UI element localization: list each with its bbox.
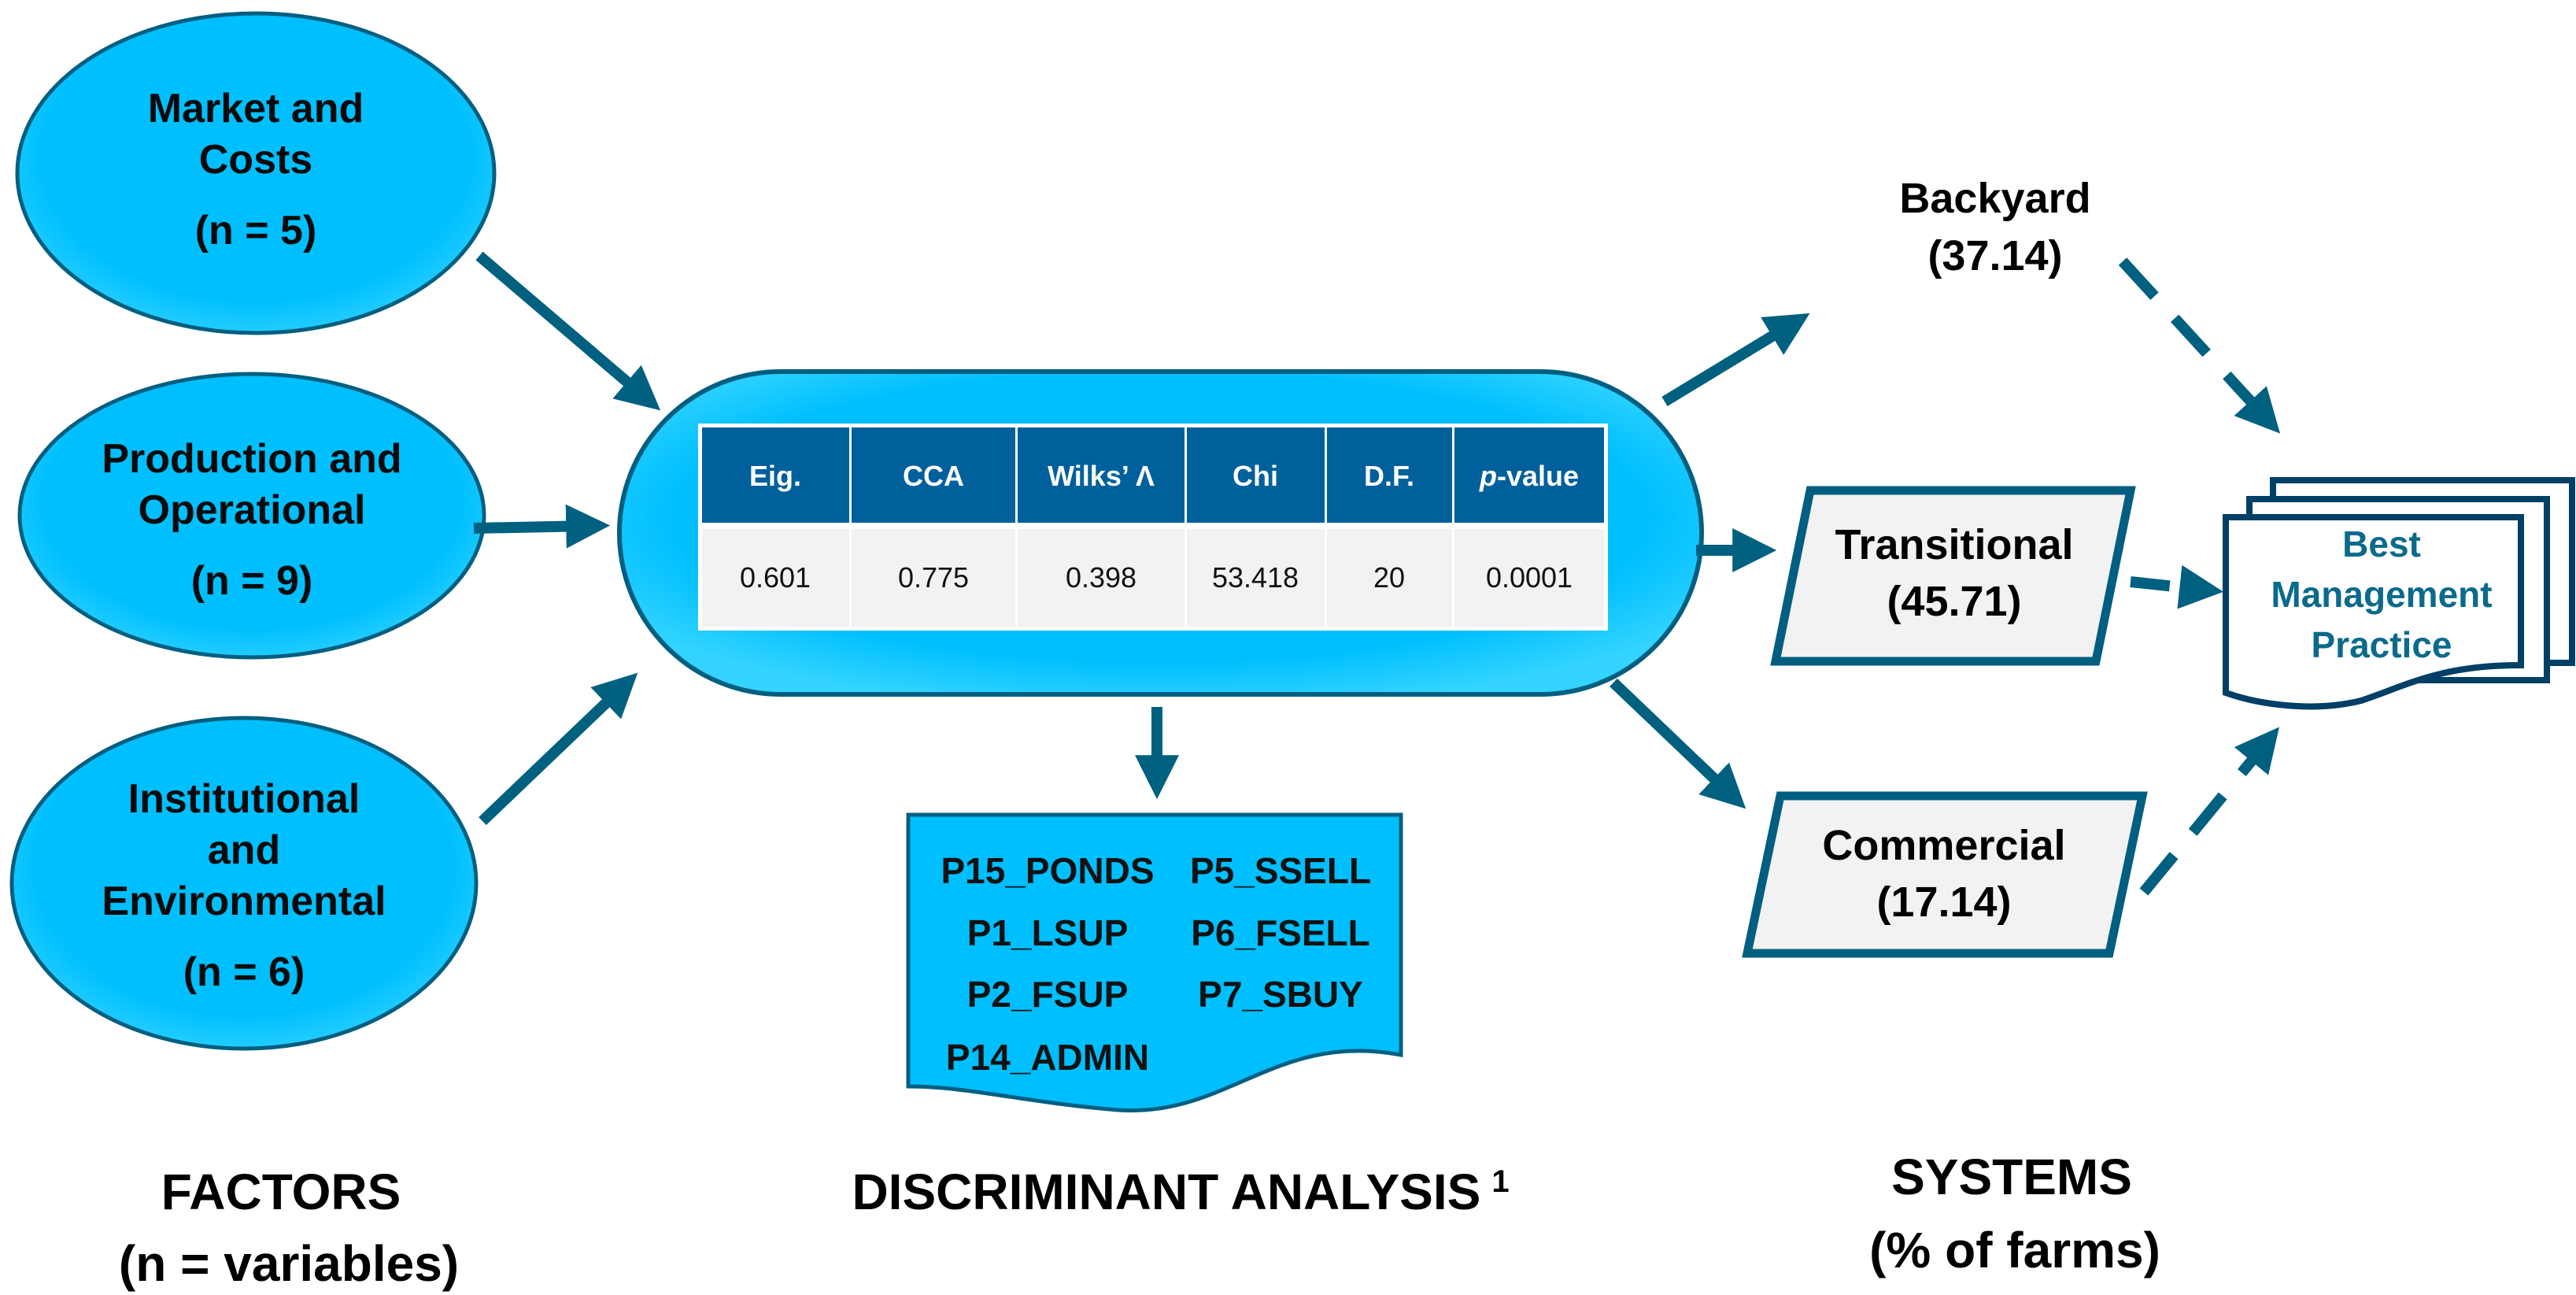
arrow-production-to-da: [473, 504, 611, 549]
arrow-backyard-to-bmp: [2118, 257, 2281, 434]
svg-text:Best: Best: [2342, 524, 2421, 564]
svg-text:(17.14): (17.14): [1876, 879, 2011, 926]
factors-label: FACTORS: [161, 1164, 401, 1220]
variable: P7_SBUY: [1198, 974, 1363, 1015]
systems-label: SYSTEMS: [1891, 1149, 2132, 1205]
variable: P1_LSUP: [967, 912, 1129, 953]
svg-text:Environmental: Environmental: [102, 879, 386, 924]
variable: P6_FSELL: [1191, 912, 1370, 953]
svg-text:Market and: Market and: [148, 86, 364, 131]
system-transitional: Transitional (45.71): [1770, 486, 2136, 666]
discriminant-analysis-box: Eig. CCA Wilks’ Λ Chi D.F. p-value 0.601…: [617, 369, 1704, 697]
svg-text:(45.71): (45.71): [1887, 578, 2021, 625]
svg-text:Backyard: Backyard: [1899, 175, 2090, 222]
discriminant-analysis-label: DISCRIMINANT ANALYSIS 1: [852, 1164, 1509, 1220]
variable: P5_SSELL: [1190, 850, 1371, 891]
svg-text:Management: Management: [2271, 574, 2492, 615]
svg-text:Transitional: Transitional: [1835, 521, 2073, 568]
arrow-transitional-to-bmp: [2130, 564, 2224, 609]
header-p-value: p-value: [1479, 460, 1579, 492]
value-df: 20: [1373, 561, 1405, 594]
svg-text:and: and: [208, 827, 280, 873]
header-wilks: Wilks’ Λ: [1048, 460, 1155, 492]
factor-market-costs: Market and Costs (n = 5): [15, 11, 497, 335]
variable: P15_PONDS: [941, 850, 1154, 891]
factors-sublabel: (n = variables): [119, 1235, 459, 1292]
svg-text:(n = 6): (n = 6): [183, 949, 305, 995]
svg-text:Practice: Practice: [2311, 624, 2452, 665]
value-p: 0.0001: [1486, 561, 1573, 594]
header-eig: Eig.: [749, 460, 801, 492]
arrow-commercial-to-bmp: [2139, 727, 2279, 896]
systems-sublabel: (% of farms): [1869, 1222, 2160, 1278]
svg-text:(n = 5): (n = 5): [195, 208, 317, 253]
variable: P2_FSUP: [967, 974, 1129, 1015]
arrow-to-backyard: [1661, 313, 1810, 406]
arrow-institutional-to-da: [479, 672, 638, 826]
arrow-to-commercial: [1610, 678, 1746, 809]
value-eig: 0.601: [740, 561, 811, 594]
header-chi: Chi: [1233, 460, 1278, 492]
factor-production-operational: Production and Operational (n = 9): [17, 372, 486, 660]
arrow-market-to-da: [475, 251, 661, 411]
input-arrows: [473, 251, 661, 826]
system-backyard: Backyard (37.14): [1899, 175, 2090, 279]
value-wilks: 0.398: [1066, 561, 1136, 594]
results-table: Eig. CCA Wilks’ Λ Chi D.F. p-value 0.601…: [702, 427, 1604, 627]
significant-variables-box: P15_PONDS P5_SSELL P1_LSUP P6_FSELL P2_F…: [906, 812, 1403, 1113]
svg-text:Institutional: Institutional: [128, 776, 360, 822]
best-management-practice: Best Management Practice: [2223, 477, 2575, 710]
svg-text:(37.14): (37.14): [1927, 232, 2062, 279]
output-arrows: [1610, 257, 2281, 896]
header-cca: CCA: [903, 460, 964, 492]
variable: P14_ADMIN: [946, 1037, 1149, 1078]
value-chi: 53.418: [1212, 561, 1299, 594]
header-df: D.F.: [1364, 460, 1414, 492]
svg-text:Operational: Operational: [139, 487, 366, 533]
value-cca: 0.775: [898, 561, 969, 594]
svg-text:Production and: Production and: [102, 436, 401, 482]
svg-text:Commercial: Commercial: [1822, 822, 2065, 869]
svg-text:(n = 9): (n = 9): [191, 558, 313, 604]
system-commercial: Commercial (17.14): [1742, 791, 2148, 958]
svg-text:Costs: Costs: [199, 137, 312, 183]
factor-institutional-environmental: Institutional and Environmental (n = 6): [9, 716, 479, 1051]
